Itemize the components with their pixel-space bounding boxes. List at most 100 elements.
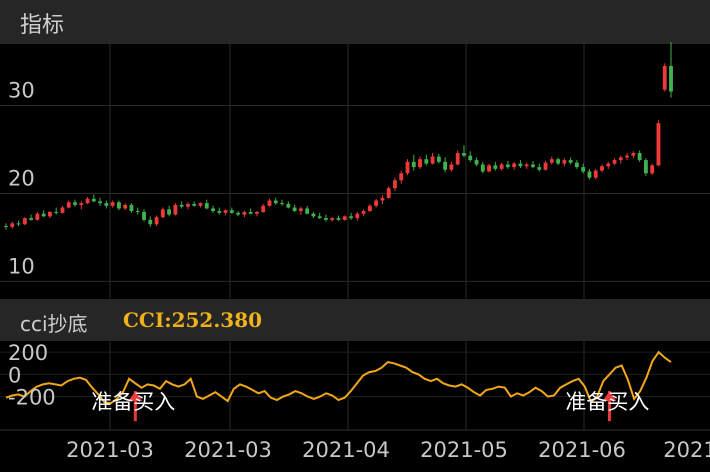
cci-series — [5, 350, 672, 405]
x-tick-label: 2021-03 — [184, 438, 272, 462]
candle-body — [79, 203, 84, 205]
candle-body — [455, 153, 460, 165]
candle-body — [60, 207, 65, 213]
candle-body — [236, 212, 241, 215]
candle-body — [154, 217, 159, 225]
candle-body — [587, 171, 592, 178]
candle-body — [167, 209, 172, 215]
signal-arrow-head — [602, 391, 617, 402]
candle-body — [223, 210, 228, 213]
candle-body — [543, 162, 548, 170]
candle-body — [29, 218, 34, 220]
candle-body — [273, 200, 278, 204]
candle-body — [41, 213, 46, 217]
candle-body — [204, 203, 209, 209]
candle-body — [54, 211, 59, 213]
candle-body — [179, 204, 184, 207]
candle-body — [367, 205, 372, 212]
signal-label: 准备买入 — [91, 390, 175, 414]
cci-tick-label: -200 — [8, 386, 56, 410]
candle-body — [317, 216, 322, 219]
candle-body — [505, 164, 510, 168]
candle-body — [110, 202, 115, 206]
candle-body — [255, 211, 259, 214]
x-tick-label: 2021-05 — [420, 438, 508, 462]
candle-body — [556, 159, 561, 164]
candle-body — [342, 216, 347, 220]
candle-body — [311, 213, 316, 217]
candle-body — [286, 204, 291, 208]
candle-body — [35, 213, 40, 220]
candle-body — [600, 166, 604, 171]
candle-body — [242, 211, 247, 215]
candle-body — [399, 173, 404, 181]
x-tick-label: 2021-03 — [66, 438, 154, 462]
candle-body — [468, 155, 473, 161]
candle-body — [549, 159, 554, 163]
candle-body — [374, 200, 379, 206]
candle-body — [280, 203, 284, 205]
candle-body — [173, 204, 178, 215]
grid-lines — [0, 44, 710, 431]
candle-body — [4, 226, 8, 228]
candle-body — [298, 208, 303, 212]
candle-body — [324, 218, 328, 220]
candle-body — [418, 159, 422, 168]
candle-body — [267, 200, 272, 206]
candle-body — [229, 210, 234, 213]
candle-body — [192, 204, 197, 206]
candle-body — [449, 164, 454, 170]
candle-body — [186, 204, 190, 207]
candle-body — [518, 163, 523, 167]
cci-header-bar — [0, 299, 710, 341]
candle-body — [411, 161, 416, 168]
candle-body — [568, 160, 573, 163]
candle-body — [574, 162, 579, 168]
candle-body — [10, 223, 15, 227]
signal-markers: 准备买入 准备买入 — [91, 390, 649, 422]
cci-line — [5, 350, 672, 405]
candle-body — [148, 219, 153, 225]
candle-body — [261, 205, 266, 212]
candle-body — [91, 198, 96, 202]
candle-body — [47, 211, 52, 217]
price-tick-label: 30 — [8, 79, 35, 103]
candle-body — [22, 218, 27, 225]
candle-body — [499, 164, 504, 169]
candle-body — [618, 157, 623, 161]
signal-arrow-head — [128, 391, 143, 402]
candle-body — [386, 188, 391, 198]
candle-body — [612, 160, 617, 164]
candle-body — [198, 203, 203, 206]
candle-body — [142, 211, 146, 220]
cci-value-label: CCI:252.380 — [123, 308, 263, 332]
candle-body — [135, 211, 140, 213]
candle-body — [116, 202, 121, 209]
candle-body — [217, 211, 222, 213]
candle-body — [562, 160, 567, 164]
candle-body — [16, 223, 21, 225]
indicator-header-bar — [0, 0, 710, 44]
candle-body — [380, 197, 385, 201]
candle-body — [474, 160, 479, 165]
candle-body — [355, 213, 360, 219]
candle-body — [581, 167, 586, 172]
candle-body — [637, 153, 642, 161]
cci-tick-label: 200 — [8, 341, 48, 365]
candle-body — [606, 163, 611, 167]
candle-body — [643, 160, 648, 174]
candle-body — [330, 218, 335, 220]
candle-body — [361, 211, 366, 214]
cci-tick-label: 0 — [8, 363, 21, 387]
candle-body — [104, 203, 109, 206]
x-tick-label: 2021-06 — [538, 438, 626, 462]
candle-body — [248, 211, 253, 214]
candle-body — [424, 159, 429, 164]
candle-body — [650, 165, 655, 174]
candle-body — [85, 198, 90, 204]
candle-body — [524, 164, 529, 167]
price-tick-label: 20 — [8, 166, 35, 190]
cci-indicator-name[interactable]: cci抄底 — [20, 312, 88, 336]
